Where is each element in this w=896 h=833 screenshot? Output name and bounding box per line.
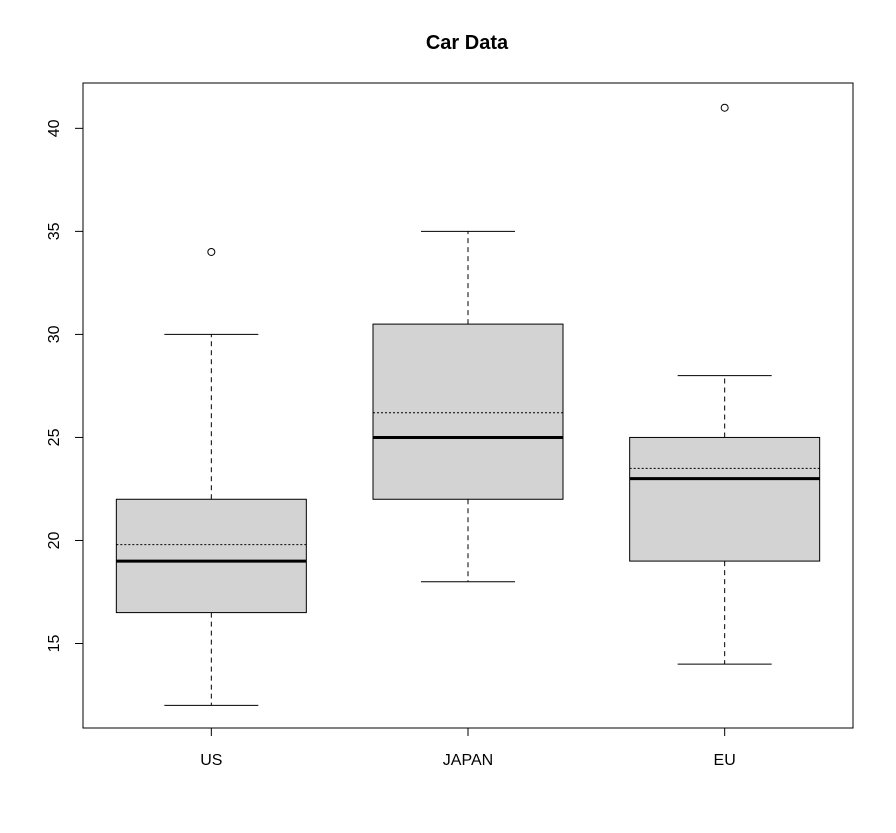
- x-axis: US JAPAN EU: [200, 727, 736, 769]
- y-tick-label: 40: [46, 119, 63, 137]
- y-tick-label: 15: [46, 635, 63, 653]
- y-axis: 15 20 25 30 35 40: [46, 119, 84, 653]
- x-tick-label: US: [200, 752, 222, 769]
- box-us: [115, 247, 307, 706]
- outlier-point: [207, 247, 216, 256]
- x-tick-label: JAPAN: [443, 752, 493, 769]
- box-japan: [372, 230, 564, 583]
- outlier-point: [720, 103, 729, 112]
- y-tick-label: 30: [46, 325, 63, 343]
- box-series: [115, 103, 821, 706]
- x-tick-label: EU: [714, 752, 736, 769]
- y-tick-label: 35: [46, 222, 63, 240]
- chart-title: Car Data: [426, 32, 509, 54]
- y-tick-label: 20: [46, 531, 63, 549]
- iqr-box: [629, 436, 821, 562]
- iqr-box: [372, 323, 564, 500]
- box-eu: [629, 103, 821, 665]
- iqr-box: [115, 498, 307, 614]
- y-tick-label: 25: [46, 428, 63, 446]
